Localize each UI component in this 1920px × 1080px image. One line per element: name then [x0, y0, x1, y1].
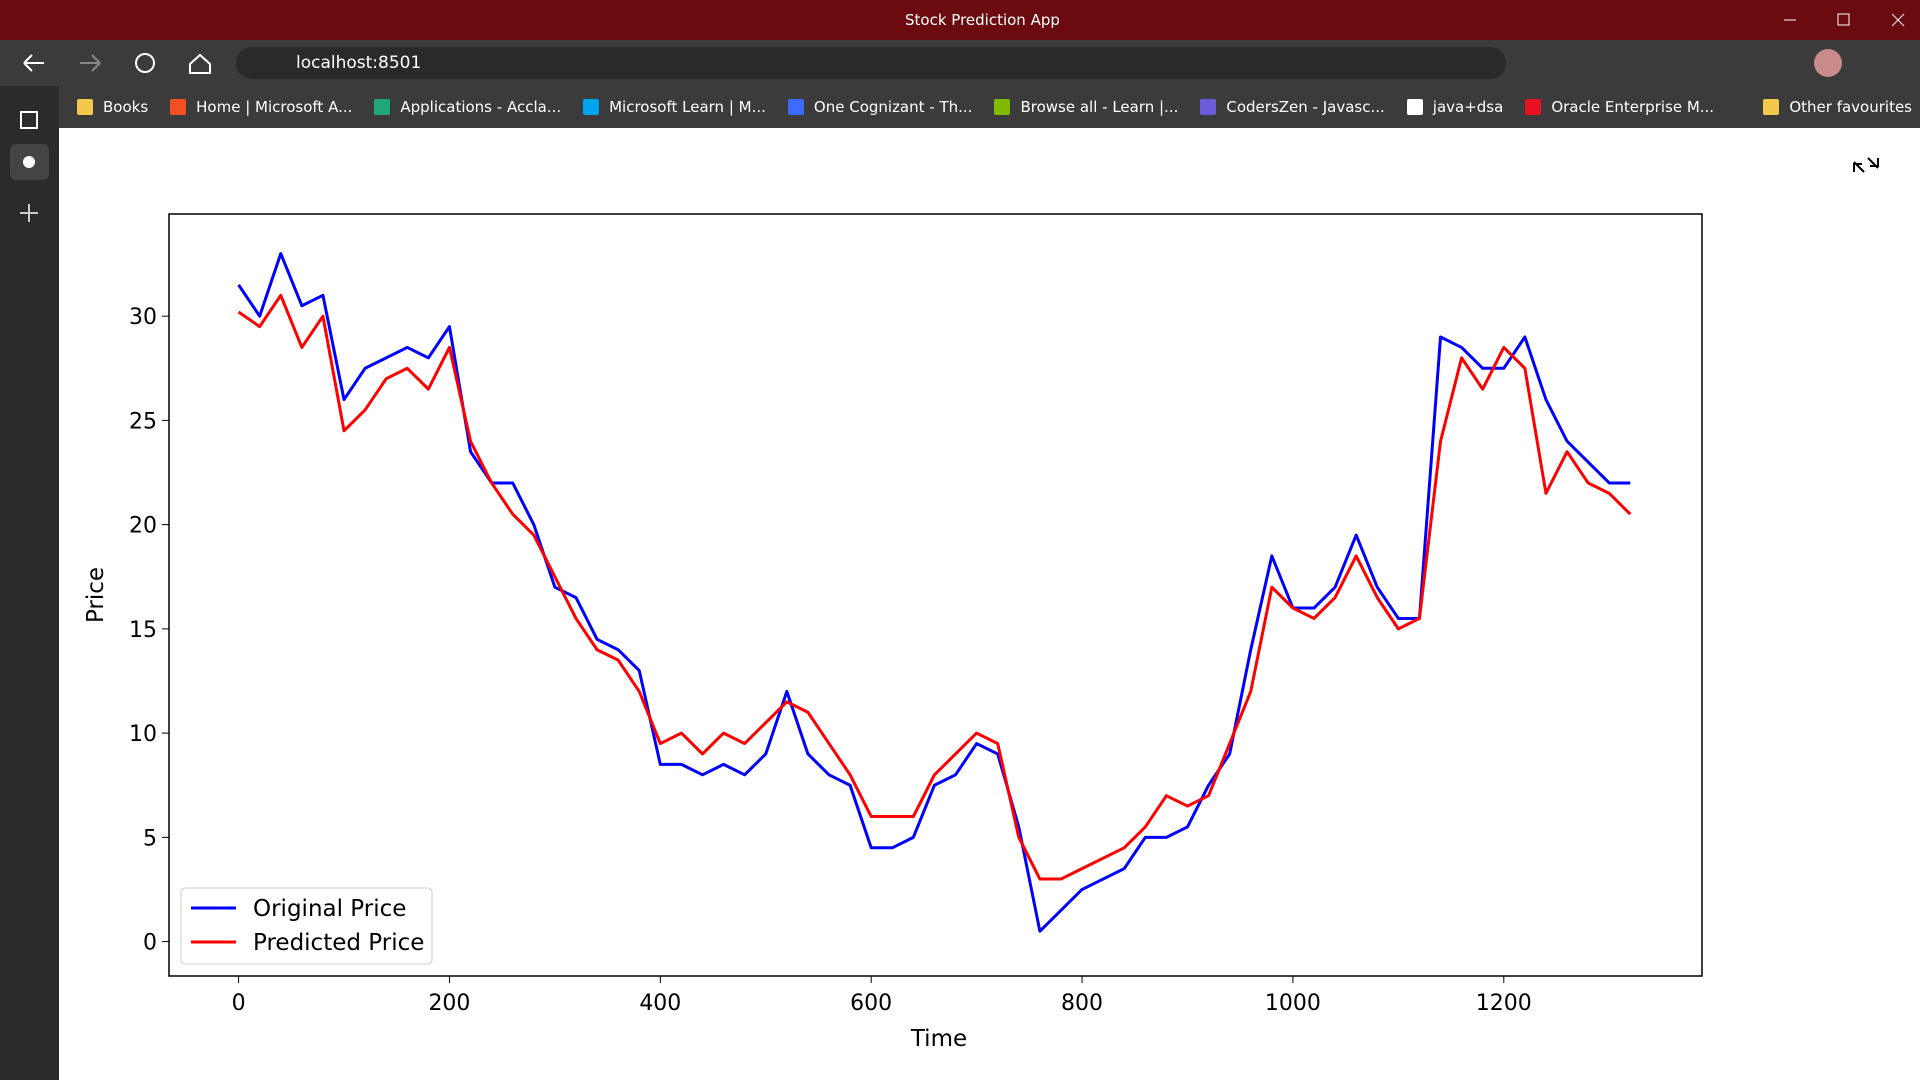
plot-frame	[168, 213, 1703, 977]
bookmark[interactable]: Applications - Accla...	[374, 98, 561, 116]
profile[interactable]	[1808, 43, 1848, 83]
bookmark[interactable]: One Cognizant - Th...	[787, 98, 973, 116]
y-tick-label: 25	[129, 409, 157, 434]
bookmark-label: Home | Microsoft A...	[196, 98, 353, 116]
bookmark-label: One Cognizant - Th...	[813, 98, 973, 116]
bookmark-label: CodersZen - Javasc...	[1226, 98, 1385, 116]
x-tick-label: 800	[1061, 991, 1103, 1016]
bookmark[interactable]: Books	[77, 98, 148, 116]
y-tick-label: 10	[129, 722, 157, 747]
fullscreen-exit[interactable]	[1853, 157, 1879, 173]
y-tick-label: 5	[143, 826, 157, 851]
x-tick-label: 1200	[1476, 991, 1532, 1016]
window-controls[interactable]	[1770, 0, 1920, 40]
bookmark-label: Books	[103, 98, 149, 116]
x-tick-label: 600	[850, 991, 892, 1016]
y-tick-label: 20	[129, 514, 157, 539]
bookmark[interactable]: Browse all - Learn |...	[994, 98, 1178, 116]
bookmark-label: Oracle Enterprise M...	[1551, 98, 1715, 116]
title-bar: Stock Prediction App	[0, 0, 1920, 40]
x-tick-label: 200	[428, 991, 470, 1016]
price-line	[237, 293, 1632, 881]
window-title: Stock Prediction App	[905, 11, 1060, 29]
x-tick-label: 0	[232, 991, 246, 1016]
y-tick-label: 15	[129, 618, 157, 643]
other-bookmarks[interactable]: Other favourites	[1763, 98, 1912, 116]
y-tick-label: 30	[129, 305, 157, 330]
nav-bar: localhost:8501	[0, 40, 1920, 86]
bookmark[interactable]: Oracle Enterprise M...	[1525, 98, 1714, 116]
x-tick-label: 400	[639, 991, 681, 1016]
bookmark-label: Applications - Accla...	[400, 98, 562, 116]
nav-buttons[interactable]	[0, 40, 230, 86]
bookmark[interactable]: CodersZen - Javasc...	[1200, 98, 1385, 116]
price-line	[237, 252, 1631, 933]
bookmark[interactable]: java+dsa	[1406, 98, 1504, 116]
x-axis-label: Time	[910, 1026, 967, 1052]
address-bar[interactable]: localhost:8501	[236, 47, 1506, 79]
y-tick-label: 0	[143, 931, 157, 956]
sidebar-icons[interactable]	[0, 86, 59, 226]
chart: Time Price 0 200 400 600 800 1000 1200 0 5 10 15 20…	[83, 157, 1879, 1052]
bookmark-label: Microsoft Learn | M...	[609, 98, 766, 116]
sidebar	[0, 86, 59, 1080]
bookmark[interactable]: Home | Microsoft A...	[170, 98, 352, 116]
bookmark[interactable]: Microsoft Learn | M...	[583, 98, 766, 116]
legend-label: Original Price	[253, 896, 406, 922]
bookmarks-bar: Books Home | Microsoft A... Applications -…	[59, 86, 1920, 128]
bookmark-label: java+dsa	[1432, 98, 1504, 116]
url: localhost:8501	[296, 53, 422, 73]
legend-label: Predicted Price	[253, 930, 424, 956]
x-tick-label: 1000	[1265, 991, 1321, 1016]
y-axis-label: Price	[83, 567, 109, 623]
bookmark-label: Browse all - Learn |...	[1020, 98, 1179, 116]
legend-box	[180, 887, 433, 965]
bookmark-label: Other favourites	[1789, 98, 1912, 116]
